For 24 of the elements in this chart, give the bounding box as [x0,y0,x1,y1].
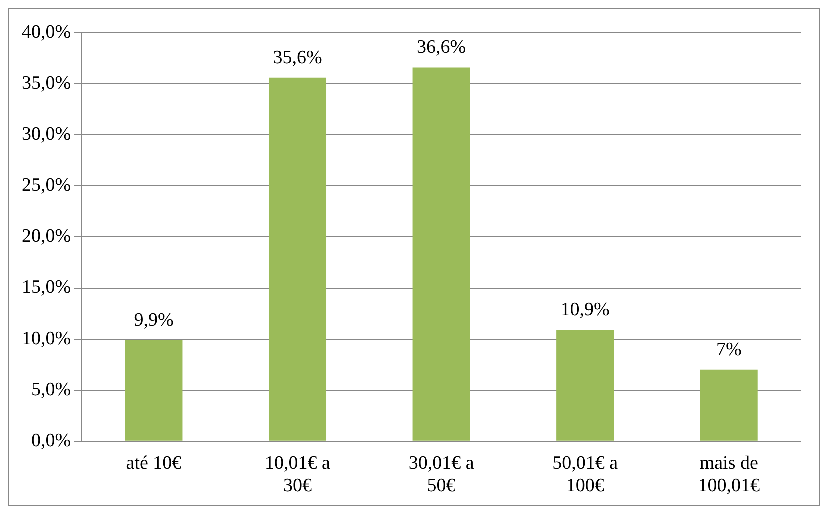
y-tick-label: 40,0% [22,22,72,43]
x-tick-label: até 10€ [126,452,182,474]
y-tick-label: 20,0% [22,226,72,248]
data-label: 35,6% [273,47,322,68]
bar [412,68,470,441]
x-tick-label: 10,01€ a 30€ [265,452,332,497]
bar [268,78,327,441]
data-label: 9,9% [134,310,174,331]
data-label: 10,9% [560,300,610,321]
x-tick-label: mais de 100,01€ [698,452,760,497]
y-tick-label: 30,0% [22,124,72,146]
y-tick-label: 25,0% [22,175,72,196]
y-tick-label: 5,0% [32,379,72,400]
y-tick-label: 15,0% [22,277,72,298]
bar [556,330,614,441]
y-tick-label: 35,0% [22,73,72,94]
y-tick-label: 0,0% [32,430,72,452]
y-tick-label: 10,0% [22,328,72,350]
bar [700,370,758,441]
bar [125,340,183,441]
data-label: 7% [716,339,742,360]
data-label: 36,6% [417,37,466,58]
x-tick-label: 30,01€ a 50€ [408,452,475,497]
x-tick-label: 50,01€ a 100€ [552,452,619,497]
